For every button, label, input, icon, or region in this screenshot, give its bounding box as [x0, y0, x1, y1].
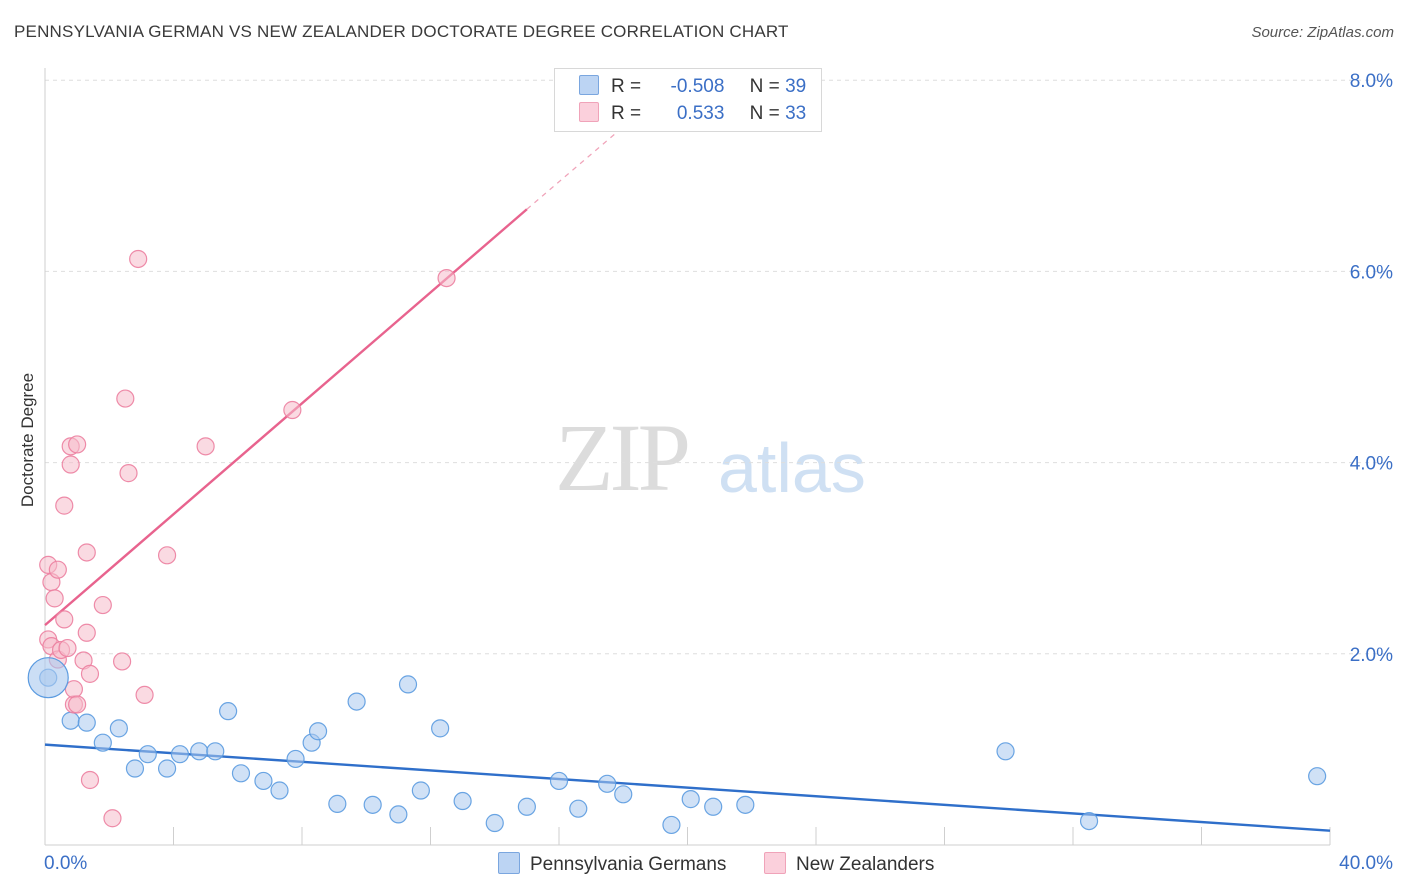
stats-row-newzealand: R = 0.533 N = 33 — [579, 101, 806, 127]
point-pennsylvania-german — [286, 749, 305, 769]
y-tick-label: 4.0% — [1350, 454, 1393, 475]
point-pennsylvania-german — [206, 742, 225, 761]
point-pennsylvania-german — [270, 781, 289, 800]
point-pennsylvania-german — [1079, 811, 1099, 831]
point-new-zealander — [283, 400, 302, 420]
point-pennsylvania-german — [125, 759, 145, 778]
point-new-zealander — [77, 623, 96, 642]
legend-item-pennsylvania[interactable]: Pennsylvania Germans — [498, 852, 726, 876]
watermark-zip: ZIP — [555, 404, 691, 511]
point-pennsylvania-german — [308, 722, 328, 741]
point-pennsylvania-german — [517, 797, 536, 816]
point-pennsylvania-german — [328, 794, 347, 813]
stats-swatch-newzealand — [579, 102, 599, 122]
chart-title: PENNSYLVANIA GERMAN VS NEW ZEALANDER DOC… — [14, 22, 789, 41]
stats-row-pennsylvania: R = -0.508 N = 39 — [579, 74, 806, 100]
point-pennsylvania-german — [219, 702, 238, 721]
axes — [44, 68, 1331, 846]
point-new-zealander — [61, 455, 80, 474]
trend-lines — [44, 98, 1331, 832]
point-pennsylvania-german — [485, 813, 504, 833]
y-tick-label: 6.0% — [1350, 262, 1393, 283]
stats-swatch-pennsylvania — [579, 75, 599, 95]
legend: Pennsylvania Germans New Zealanders — [0, 852, 1406, 878]
point-new-zealander — [437, 268, 456, 288]
point-new-zealander — [77, 543, 96, 562]
data-points — [27, 249, 1327, 835]
point-new-zealander — [58, 638, 77, 658]
tick-labels: 2.0% 4.0% 6.0% 8.0% 0.0% 40.0% — [44, 71, 1393, 874]
point-new-zealander — [55, 496, 74, 515]
point-new-zealander — [196, 437, 215, 456]
point-pennsylvania-german — [109, 719, 128, 738]
point-new-zealander — [157, 546, 177, 565]
legend-swatch-pennsylvania — [498, 852, 520, 874]
point-pennsylvania-german — [61, 711, 80, 730]
point-pennsylvania-german — [662, 815, 681, 835]
legend-label-newzealand: New Zealanders — [796, 854, 935, 875]
point-new-zealander — [93, 595, 112, 615]
point-pennsylvania-german — [389, 805, 408, 824]
point-pennsylvania-german — [93, 733, 112, 752]
point-pennsylvania-german — [411, 781, 430, 800]
point-pennsylvania-german — [77, 713, 96, 732]
point-new-zealander — [55, 610, 74, 629]
grid-lines — [45, 79, 1392, 655]
point-new-zealander — [80, 770, 100, 790]
point-pennsylvania-german — [736, 795, 755, 814]
point-pennsylvania-german — [431, 719, 450, 738]
stats-n-value: 33 — [785, 103, 807, 124]
point-new-zealander — [103, 809, 122, 828]
point-pennsylvania-german — [704, 797, 723, 816]
legend-swatch-newzealand — [764, 852, 786, 874]
point-pennsylvania-german — [681, 790, 700, 809]
stats-n-label: N = — [749, 103, 780, 124]
point-new-zealander — [129, 249, 148, 269]
point-new-zealander — [48, 560, 67, 579]
point-pennsylvania-german — [1308, 767, 1327, 786]
point-new-zealander — [116, 389, 135, 408]
point-pennsylvania-german — [157, 759, 177, 778]
legend-label-pennsylvania: Pennsylvania Germans — [530, 854, 727, 875]
point-pennsylvania-german-large — [27, 657, 69, 699]
point-pennsylvania-german — [453, 791, 472, 811]
point-pennsylvania-german — [549, 771, 569, 791]
stats-r-value: -0.508 — [670, 76, 725, 97]
trend-line-pennsylvania-german — [44, 743, 1331, 832]
point-pennsylvania-german — [190, 742, 209, 761]
chart-source: Source: ZipAtlas.com — [1251, 24, 1394, 41]
point-pennsylvania-german — [231, 764, 251, 783]
point-new-zealander — [80, 664, 100, 683]
point-new-zealander — [112, 652, 132, 671]
point-pennsylvania-german — [138, 745, 157, 764]
point-new-zealander — [45, 589, 64, 608]
stats-box: R = -0.508 N = 39 R = 0.533 N = 33 — [554, 68, 822, 132]
point-pennsylvania-german — [398, 675, 418, 694]
point-pennsylvania-german — [996, 742, 1015, 761]
point-pennsylvania-german — [347, 692, 366, 711]
stats-n-value: 39 — [785, 76, 807, 97]
point-pennsylvania-german — [254, 771, 273, 791]
legend-item-newzealand[interactable]: New Zealanders — [764, 852, 934, 876]
y-tick-label: 8.0% — [1350, 71, 1393, 92]
point-new-zealander — [68, 695, 87, 714]
watermark-atlas: atlas — [718, 429, 866, 507]
point-pennsylvania-german — [598, 774, 617, 793]
point-new-zealander — [135, 685, 154, 705]
x-tick-label: 40.0% — [1339, 853, 1393, 874]
stats-n-label: N = — [749, 76, 780, 97]
point-pennsylvania-german — [363, 795, 382, 814]
stats-r-label: R = — [611, 103, 642, 124]
stats-r-label: R = — [611, 76, 642, 97]
point-new-zealander — [68, 435, 87, 454]
point-pennsylvania-german — [569, 799, 588, 818]
point-new-zealander — [119, 464, 138, 483]
point-pennsylvania-german — [614, 785, 633, 804]
y-tick-label: 2.0% — [1350, 645, 1393, 666]
point-pennsylvania-german — [170, 745, 190, 764]
y-axis-label: Doctorate Degree — [18, 372, 37, 508]
stats-r-value: 0.533 — [676, 103, 725, 124]
x-tick-label: 0.0% — [44, 853, 87, 874]
